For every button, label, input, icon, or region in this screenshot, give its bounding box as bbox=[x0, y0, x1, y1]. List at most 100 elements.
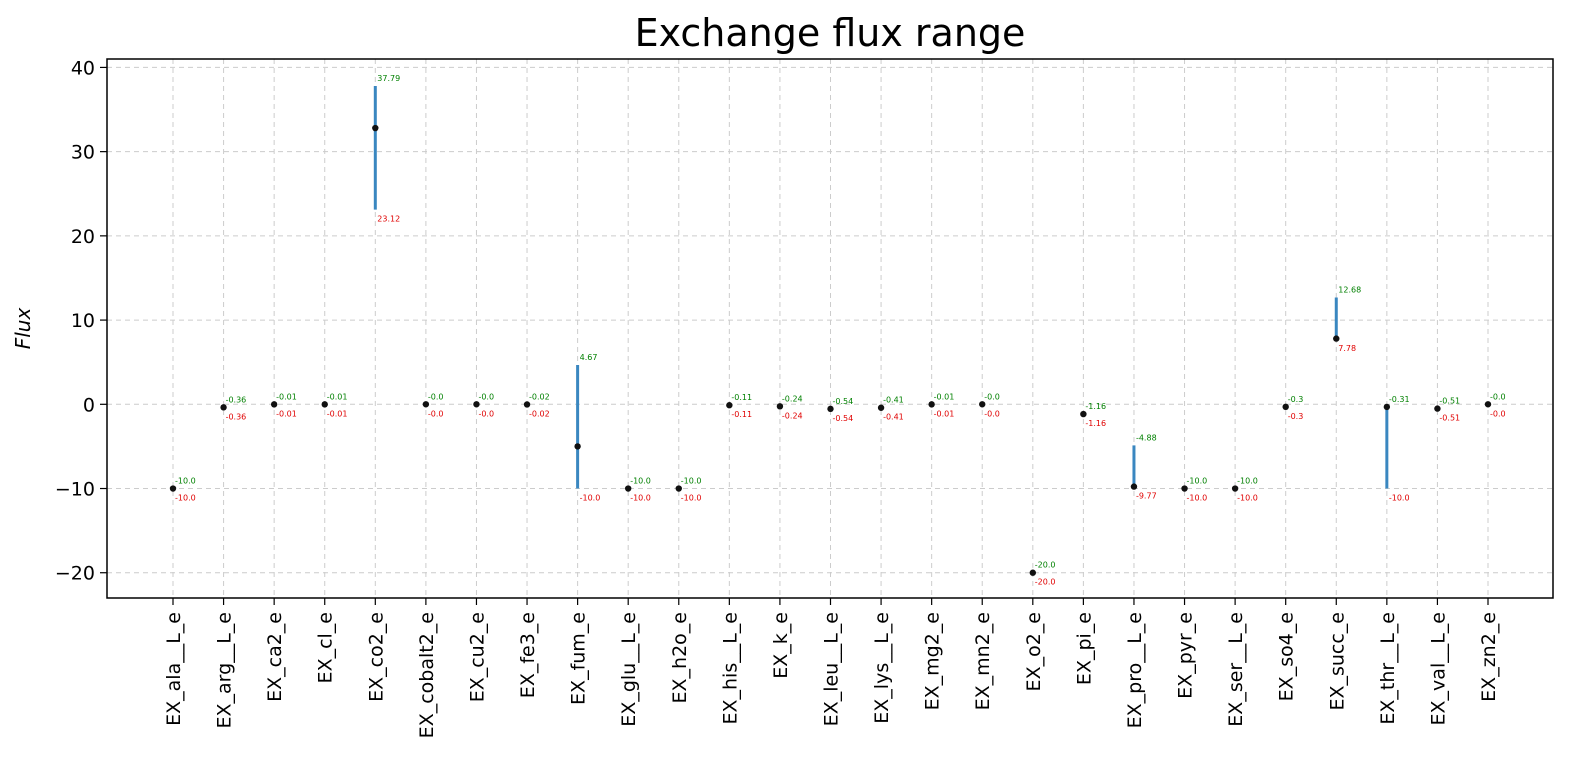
min-value-label: -0.01 bbox=[327, 409, 348, 418]
flux-point bbox=[1333, 335, 1340, 342]
value-labels: -10.0-10.0-0.36-0.36-0.01-0.01-0.01-0.01… bbox=[175, 74, 1506, 587]
max-value-label: 12.68 bbox=[1338, 286, 1361, 295]
max-value-label: -0.02 bbox=[529, 392, 550, 401]
min-value-label: -0.41 bbox=[883, 413, 904, 422]
x-tick-label: EX_fe3_e bbox=[517, 612, 539, 698]
x-tick-label: EX_ser__L_e bbox=[1225, 612, 1247, 727]
min-value-label: -0.01 bbox=[934, 409, 955, 418]
min-value-label: -0.0 bbox=[428, 409, 444, 418]
y-tick-label: −10 bbox=[55, 479, 95, 501]
max-value-label: -0.54 bbox=[833, 397, 854, 406]
flux-point bbox=[321, 401, 328, 408]
min-value-label: -0.51 bbox=[1439, 414, 1460, 423]
max-value-label: -0.51 bbox=[1439, 397, 1460, 406]
max-value-label: -0.0 bbox=[984, 392, 1000, 401]
x-tick-label: EX_zn2_e bbox=[1478, 612, 1500, 702]
min-value-label: -10.0 bbox=[1187, 494, 1208, 503]
flux-point bbox=[877, 404, 885, 411]
flux-point bbox=[979, 401, 986, 408]
min-value-label: -1.16 bbox=[1085, 419, 1106, 428]
flux-point bbox=[624, 485, 632, 492]
flux-point bbox=[1080, 410, 1087, 418]
max-value-label: -0.3 bbox=[1288, 395, 1304, 404]
min-value-label: -0.0 bbox=[478, 409, 494, 418]
min-value-label: -0.0 bbox=[1490, 409, 1506, 418]
max-value-label: -4.88 bbox=[1136, 433, 1157, 442]
chart-title: Exchange flux range bbox=[635, 11, 1026, 55]
flux-point bbox=[574, 443, 581, 450]
x-tick-label: EX_val__L_e bbox=[1427, 612, 1449, 725]
flux-point bbox=[422, 401, 430, 408]
flux-point bbox=[1484, 401, 1492, 408]
x-tick-label: EX_k_e bbox=[770, 612, 792, 679]
min-value-label: -10.0 bbox=[630, 494, 651, 503]
max-value-label: -1.16 bbox=[1085, 402, 1106, 411]
x-tick-label: EX_so4_e bbox=[1276, 612, 1298, 701]
max-value-label: -0.01 bbox=[276, 392, 297, 401]
x-tick-label: EX_ala__L_e bbox=[163, 612, 185, 726]
min-value-label: -0.36 bbox=[226, 412, 247, 421]
y-axis-ticks: −20 −10 0 10 20 30 40 bbox=[55, 57, 107, 585]
x-tick-label: EX_cu2_e bbox=[466, 612, 488, 702]
x-tick-label: EX_pyr_e bbox=[1175, 612, 1197, 699]
flux-point bbox=[1029, 569, 1037, 576]
x-tick-label: EX_fum_e bbox=[568, 612, 590, 705]
max-value-label: -20.0 bbox=[1035, 561, 1056, 570]
flux-point bbox=[1383, 403, 1391, 411]
x-tick-label: EX_arg__L_e bbox=[214, 612, 236, 728]
y-tick-label: 30 bbox=[71, 142, 95, 164]
flux-point bbox=[928, 401, 935, 408]
marks bbox=[169, 86, 1492, 576]
plot-frame bbox=[106, 58, 1554, 599]
max-value-label: 37.79 bbox=[377, 74, 400, 83]
max-value-label: -10.0 bbox=[1237, 477, 1258, 486]
x-tick-label: EX_succ_e bbox=[1326, 612, 1348, 711]
x-tick-label: EX_cobalt2_e bbox=[416, 612, 438, 738]
x-tick-label: EX_pro__L_e bbox=[1124, 612, 1146, 728]
x-tick-label: EX_his__L_e bbox=[719, 612, 741, 725]
min-value-label: 23.12 bbox=[377, 215, 400, 224]
flux-point bbox=[776, 403, 784, 410]
flux-point bbox=[169, 485, 177, 492]
min-value-label: -10.0 bbox=[681, 494, 702, 503]
max-value-label: -0.01 bbox=[934, 392, 955, 401]
max-value-label: -10.0 bbox=[1187, 477, 1208, 486]
min-value-label: -0.01 bbox=[276, 409, 297, 418]
min-value-label: -0.02 bbox=[529, 409, 550, 418]
flux-point bbox=[1434, 405, 1441, 412]
min-value-label: -0.54 bbox=[833, 414, 854, 423]
x-tick-label: EX_pi_e bbox=[1073, 612, 1095, 685]
min-value-label: 7.78 bbox=[1338, 344, 1356, 353]
x-tick-label: EX_h2o_e bbox=[669, 612, 691, 703]
max-value-label: -0.36 bbox=[226, 395, 247, 404]
y-tick-label: 10 bbox=[71, 310, 95, 332]
y-tick-label: 0 bbox=[83, 394, 95, 416]
flux-point bbox=[1282, 403, 1289, 411]
max-value-label: -10.0 bbox=[175, 477, 196, 486]
y-tick-label: 20 bbox=[71, 226, 95, 248]
max-value-label: -0.0 bbox=[1490, 392, 1506, 401]
max-value-label: -0.0 bbox=[428, 392, 444, 401]
min-value-label: -0.11 bbox=[731, 410, 752, 419]
x-tick-label: EX_co2_e bbox=[365, 612, 387, 702]
y-tick-label: 40 bbox=[71, 57, 95, 79]
x-tick-label: EX_glu__L_e bbox=[618, 612, 640, 727]
max-value-label: -0.11 bbox=[731, 393, 752, 402]
min-value-label: -9.77 bbox=[1136, 492, 1157, 501]
x-tick-label: EX_cl_e bbox=[315, 612, 337, 683]
flux-point bbox=[473, 401, 480, 408]
max-value-label: 4.67 bbox=[580, 353, 598, 362]
flux-point bbox=[270, 401, 278, 408]
max-value-label: -0.41 bbox=[883, 396, 904, 405]
min-value-label: -20.0 bbox=[1035, 578, 1056, 587]
y-tick-label: −20 bbox=[55, 563, 95, 585]
min-value-label: -10.0 bbox=[175, 494, 196, 503]
x-tick-label: EX_thr__L_e bbox=[1377, 612, 1399, 725]
grid bbox=[107, 59, 1553, 598]
x-tick-label: EX_o2_e bbox=[1023, 612, 1045, 691]
min-value-label: -0.3 bbox=[1288, 412, 1304, 421]
max-value-label: -0.01 bbox=[327, 392, 348, 401]
flux-point bbox=[220, 404, 227, 411]
flux-point bbox=[523, 401, 531, 408]
